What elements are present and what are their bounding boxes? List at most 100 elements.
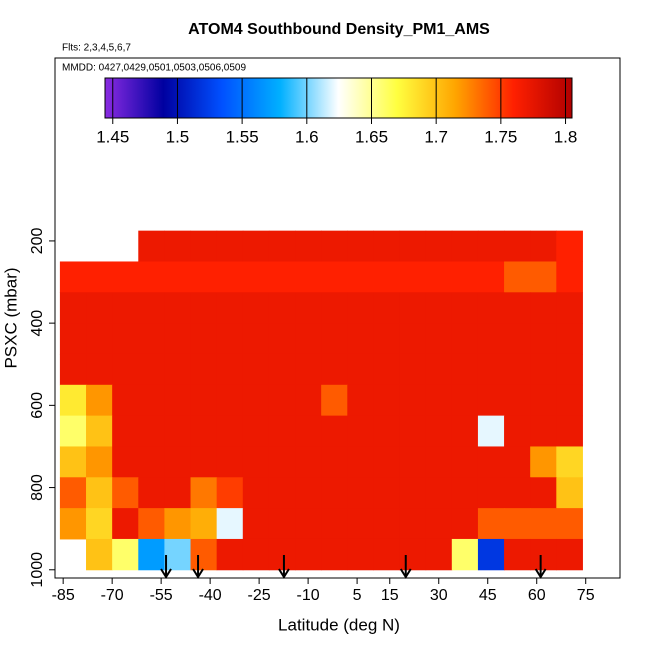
heat-cell bbox=[425, 230, 453, 262]
heat-cell bbox=[190, 508, 218, 540]
heat-cell bbox=[373, 230, 401, 262]
heat-cell bbox=[321, 292, 348, 324]
heat-cell bbox=[530, 415, 557, 447]
heat-cell bbox=[504, 446, 531, 478]
arrow bbox=[160, 555, 172, 579]
heat-cell bbox=[86, 261, 113, 293]
heat-cell bbox=[216, 261, 244, 293]
x-tick-label: 5 bbox=[353, 587, 362, 604]
heat-cell bbox=[321, 508, 348, 540]
heat-cell bbox=[268, 292, 296, 324]
heat-cell bbox=[190, 230, 218, 262]
heat-cell bbox=[556, 323, 583, 355]
arrow-head bbox=[192, 568, 204, 579]
heat-cell bbox=[190, 323, 218, 355]
colorbar-tick-label: 1.8 bbox=[554, 127, 578, 146]
heat-cell bbox=[216, 384, 244, 417]
heat-cell bbox=[164, 353, 192, 386]
heat-cell bbox=[268, 353, 296, 386]
colorbar-tick-label: 1.6 bbox=[295, 127, 319, 146]
heat-cell bbox=[86, 353, 113, 386]
colorbar-tick-label: 1.45 bbox=[96, 127, 129, 146]
heat-cell bbox=[86, 292, 113, 324]
heat-cell bbox=[373, 261, 401, 293]
heat-cell bbox=[268, 538, 296, 571]
heat-cell bbox=[425, 323, 453, 355]
heat-cell bbox=[164, 261, 192, 293]
heat-cell bbox=[347, 415, 374, 447]
heat-cell bbox=[164, 508, 192, 540]
arrow bbox=[278, 555, 290, 579]
heat-cell bbox=[451, 230, 479, 262]
heat-cell bbox=[59, 323, 87, 355]
heat-cell bbox=[190, 446, 218, 478]
heat-cell bbox=[451, 323, 479, 355]
heat-cell bbox=[373, 384, 401, 417]
heat-cell bbox=[321, 538, 348, 571]
heat-cell bbox=[477, 384, 505, 417]
x-tick-label: -10 bbox=[297, 587, 320, 604]
heat-cell bbox=[86, 415, 113, 447]
heat-cell bbox=[556, 261, 583, 293]
heat-cell bbox=[164, 323, 192, 355]
x-tick-label: 60 bbox=[528, 587, 546, 604]
heat-cell bbox=[190, 353, 218, 386]
heat-cell bbox=[190, 415, 218, 447]
heat-cell bbox=[242, 538, 270, 571]
y-axis-label: PSXC (mbar) bbox=[1, 267, 20, 368]
heat-cell bbox=[190, 261, 218, 293]
heat-cell bbox=[216, 446, 244, 478]
heat-cell bbox=[242, 415, 270, 447]
subtitle: Flts: 2,3,4,5,6,7 bbox=[62, 43, 131, 54]
heat-cell bbox=[112, 508, 139, 540]
heat-cell bbox=[399, 415, 427, 447]
colorbar-tick-label: 1.7 bbox=[424, 127, 448, 146]
plot-frame bbox=[54, 57, 621, 579]
colorbar-tick-label: 1.55 bbox=[226, 127, 259, 146]
heat-cell bbox=[425, 446, 453, 478]
heat-cell bbox=[556, 292, 583, 324]
heat-cell bbox=[399, 323, 427, 355]
heat-cell bbox=[295, 230, 322, 262]
heat-cell bbox=[399, 384, 427, 417]
heat-cell bbox=[451, 477, 479, 509]
heat-cell bbox=[138, 261, 165, 293]
heat-cell bbox=[451, 508, 479, 540]
heat-cell bbox=[530, 384, 557, 417]
heat-cell bbox=[59, 292, 87, 324]
heat-cell bbox=[556, 384, 583, 417]
heat-cell bbox=[86, 538, 113, 571]
arrow-head bbox=[534, 568, 547, 579]
heat-cell bbox=[425, 353, 453, 386]
heat-cell bbox=[138, 353, 165, 386]
heat-cell bbox=[530, 446, 557, 478]
heat-cell bbox=[268, 323, 296, 355]
y-tick-label: 800 bbox=[29, 474, 46, 501]
heat-cell bbox=[373, 508, 401, 540]
heat-cell bbox=[347, 353, 374, 386]
heat-cell bbox=[295, 508, 322, 540]
heat-cell bbox=[59, 353, 87, 386]
heat-cell bbox=[425, 415, 453, 447]
heat-cell bbox=[451, 384, 479, 417]
heat-cell bbox=[399, 446, 427, 478]
heat-cell bbox=[425, 538, 453, 571]
heat-cell bbox=[112, 538, 139, 571]
arrow bbox=[192, 555, 204, 579]
chart-title: ATOM4 Southbound Density_PM1_AMS bbox=[188, 21, 490, 38]
y-tick-label: 1000 bbox=[29, 552, 46, 588]
heat-cell bbox=[530, 538, 557, 571]
heat-cell bbox=[86, 477, 113, 509]
heat-cell bbox=[321, 446, 348, 478]
heat-cell bbox=[504, 261, 531, 293]
colorbar-tick-label: 1.65 bbox=[355, 127, 388, 146]
y-tick-label: 600 bbox=[29, 392, 46, 419]
heat-cell bbox=[321, 384, 348, 417]
heat-cell bbox=[112, 261, 139, 293]
heat-cell bbox=[242, 508, 270, 540]
heat-cell bbox=[530, 323, 557, 355]
heat-cell bbox=[347, 261, 374, 293]
heat-cell bbox=[477, 415, 505, 447]
heat-cell bbox=[399, 353, 427, 386]
heat-cell bbox=[347, 477, 374, 509]
